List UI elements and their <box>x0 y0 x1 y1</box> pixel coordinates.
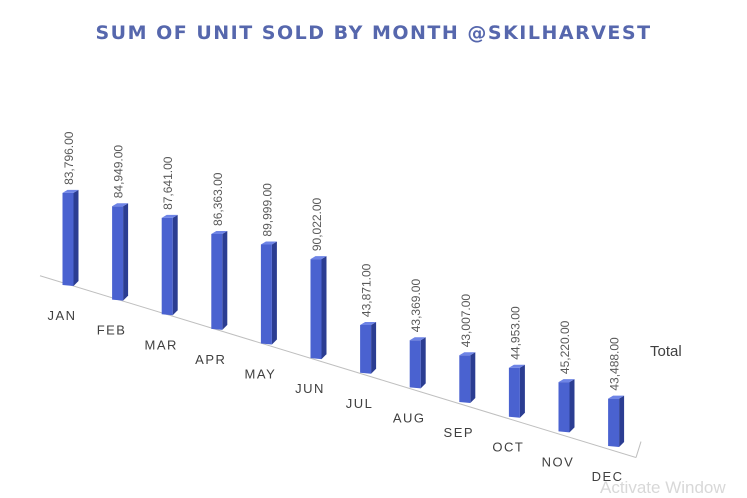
bar-top-face <box>211 230 228 234</box>
data-label-apr: 86,363.00 <box>211 172 225 226</box>
bar-side-face <box>470 352 476 404</box>
bar-jul <box>360 322 377 374</box>
bar-aug <box>409 337 426 389</box>
bar-top-face <box>459 352 476 356</box>
data-label-mar: 87,641.00 <box>161 156 175 210</box>
bar-front-face <box>608 398 620 447</box>
bar-front-face <box>409 340 421 389</box>
bar-jan <box>62 189 79 286</box>
data-label-dec: 43,488.00 <box>608 337 622 391</box>
bar-side-face <box>222 230 228 330</box>
category-label-apr: APR <box>195 352 226 367</box>
bar-front-face <box>558 382 570 433</box>
bar-top-face <box>508 364 525 368</box>
category-label-oct: OCT <box>492 440 524 455</box>
bar-top-face <box>112 203 129 207</box>
bar-top-face <box>310 256 327 260</box>
chart-title: SUM OF UNIT SOLD BY MONTH @SKILHARVEST <box>95 22 652 44</box>
bar-side-face <box>519 364 525 418</box>
bar-side-face <box>619 395 625 447</box>
bar-top-face <box>360 322 377 326</box>
data-label-jun: 90,022.00 <box>310 197 324 251</box>
category-label-mar: MAR <box>145 337 178 352</box>
bar-mar <box>161 214 178 316</box>
bar-side-face <box>321 256 327 360</box>
bar-side-face <box>569 379 575 433</box>
bar-front-face <box>62 192 74 286</box>
series-name-label: Total <box>650 343 682 360</box>
bar-top-face <box>62 189 79 193</box>
category-label-dec: DEC <box>592 469 624 484</box>
bar-nov <box>558 379 575 433</box>
axis-depth-edge <box>635 441 642 458</box>
data-label-jul: 43,871.00 <box>360 263 374 317</box>
bar-side-face <box>172 214 178 316</box>
bar-sep <box>459 352 476 404</box>
data-label-may: 89,999.00 <box>260 183 274 237</box>
category-label-nov: NOV <box>542 454 575 469</box>
bar-top-face <box>409 337 426 341</box>
bar-top-face <box>260 241 277 245</box>
bar-front-face <box>360 325 372 374</box>
data-label-nov: 45,220.00 <box>558 320 572 374</box>
category-label-may: MAY <box>245 367 277 382</box>
bars-layer <box>62 189 625 447</box>
bar-oct <box>508 364 525 418</box>
bar-front-face <box>310 259 322 360</box>
category-label-sep: SEP <box>444 425 475 440</box>
bar-apr <box>211 230 228 330</box>
bar-top-face <box>161 214 178 218</box>
bar-side-face <box>73 189 79 286</box>
category-label-jan: JAN <box>47 308 76 323</box>
bar-front-face <box>112 206 124 301</box>
bar-jun <box>310 256 327 360</box>
category-label-feb: FEB <box>97 323 127 338</box>
bar-may <box>260 241 277 345</box>
bar-side-face <box>271 241 277 345</box>
bar-top-face <box>608 395 625 399</box>
category-label-jun: JUN <box>295 381 325 396</box>
bar-side-face <box>420 337 426 389</box>
bar-front-face <box>161 217 173 316</box>
category-label-aug: AUG <box>393 410 426 425</box>
data-label-jan: 83,796.00 <box>62 131 76 185</box>
bar-dec <box>608 395 625 447</box>
data-label-oct: 44,953.00 <box>508 306 522 360</box>
axis-floor-line <box>39 275 637 459</box>
data-label-aug: 43,369.00 <box>409 279 423 333</box>
data-label-feb: 84,949.00 <box>112 145 126 199</box>
bar-top-face <box>558 379 575 383</box>
bar-front-face <box>508 367 520 418</box>
labels-layer: 83,796.00 JAN 84,949.00 FEB 87,641.00 MAR 86,3… <box>47 131 624 484</box>
bar-side-face <box>123 203 129 301</box>
activation-watermark: Activate Window <box>600 478 726 497</box>
axis-layer: Total <box>39 275 682 459</box>
category-label-jul: JUL <box>346 396 374 411</box>
bar-front-face <box>459 355 471 404</box>
data-label-sep: 43,007.00 <box>459 294 473 348</box>
bar-front-face <box>260 244 272 345</box>
bar-front-face <box>211 233 223 330</box>
bar-side-face <box>371 322 377 374</box>
bar-feb <box>112 203 129 301</box>
